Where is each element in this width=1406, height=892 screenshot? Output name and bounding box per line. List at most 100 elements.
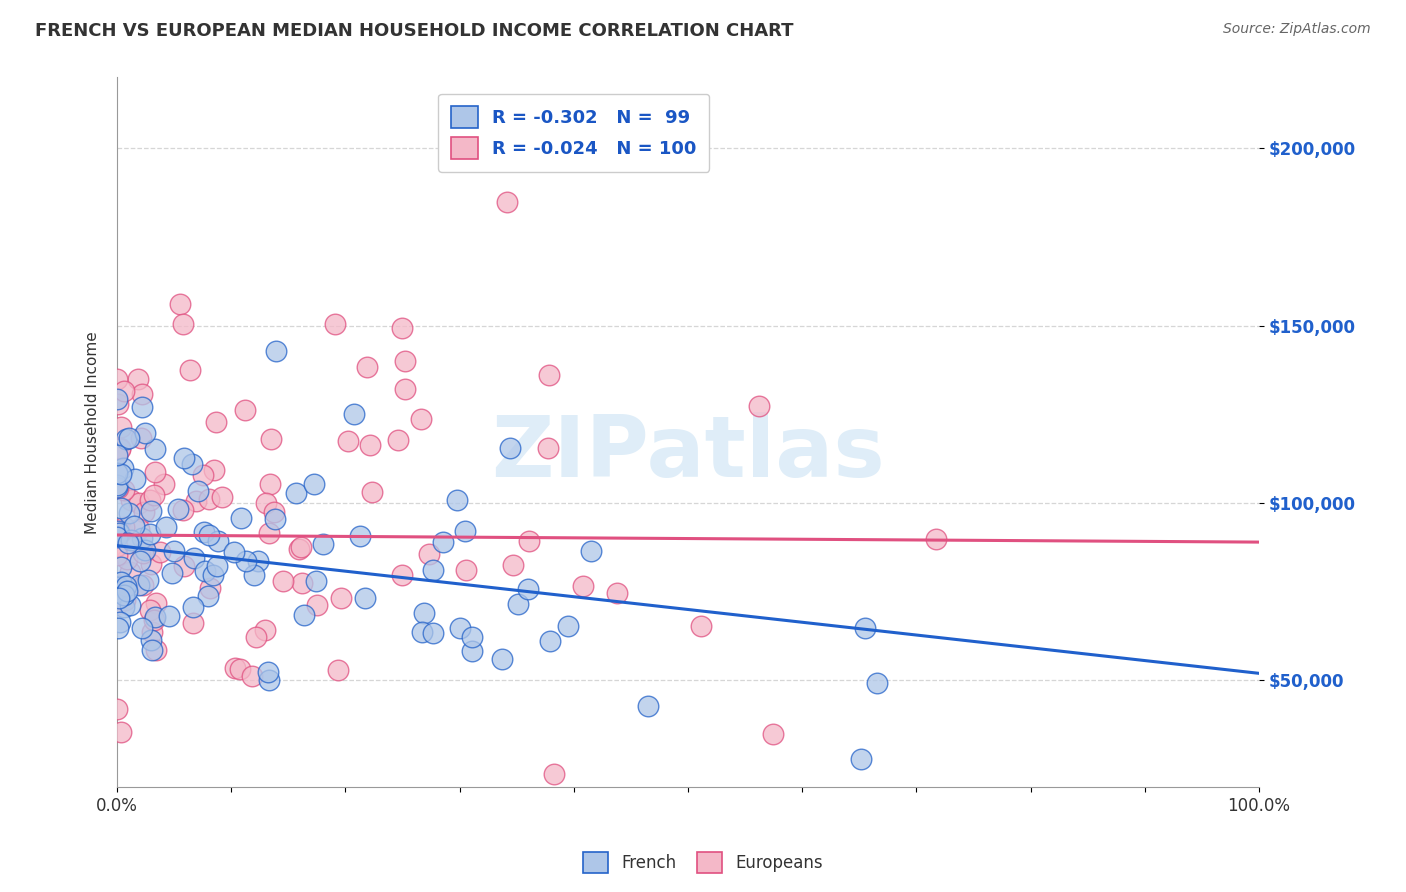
Point: [496, 194, 519, 209]
Point: [162, 566, 184, 580]
Point: [131, 621, 153, 635]
Point: [115, 583, 138, 598]
Point: [112, 520, 135, 534]
Point: [538, 634, 561, 648]
Point: [118, 507, 141, 521]
Point: [849, 751, 872, 765]
Point: [449, 621, 471, 635]
Point: [305, 574, 328, 588]
Point: [132, 505, 155, 519]
Point: [108, 442, 131, 457]
Point: [517, 533, 540, 548]
Point: [637, 698, 659, 713]
Point: [153, 477, 176, 491]
Point: [235, 554, 257, 568]
Point: [198, 582, 221, 596]
Point: [155, 520, 177, 534]
Point: [456, 563, 478, 577]
Point: [141, 557, 163, 571]
Point: [337, 434, 360, 448]
Point: [557, 619, 579, 633]
Point: [197, 589, 219, 603]
Point: [132, 546, 155, 560]
Point: [254, 496, 277, 510]
Point: [454, 524, 477, 538]
Point: [110, 524, 132, 539]
Point: [543, 767, 565, 781]
Point: [143, 488, 166, 502]
Point: [205, 559, 228, 574]
Point: [259, 525, 281, 540]
Point: [105, 702, 128, 716]
Point: [394, 354, 416, 368]
Point: [264, 343, 287, 358]
Point: [360, 485, 382, 500]
Point: [411, 412, 433, 426]
Point: [183, 550, 205, 565]
Point: [302, 477, 325, 491]
Point: [461, 630, 484, 644]
Point: [128, 554, 150, 568]
Point: [343, 408, 366, 422]
Point: [197, 528, 219, 542]
Point: [131, 400, 153, 414]
Text: ZIPatlas: ZIPatlas: [491, 412, 884, 495]
Point: [855, 621, 877, 635]
Point: [312, 537, 335, 551]
Y-axis label: Median Household Income: Median Household Income: [86, 331, 100, 533]
Point: [110, 575, 132, 590]
Point: [285, 486, 308, 500]
Point: [254, 624, 277, 638]
Point: [132, 578, 155, 592]
Point: [193, 524, 215, 539]
Point: [391, 320, 413, 334]
Point: [606, 586, 628, 600]
Point: [114, 592, 136, 607]
Point: [110, 560, 132, 574]
Point: [107, 448, 129, 462]
Point: [105, 585, 128, 599]
Text: Source: ZipAtlas.com: Source: ZipAtlas.com: [1223, 22, 1371, 37]
Point: [131, 531, 153, 545]
Point: [412, 606, 434, 620]
Point: [356, 360, 378, 375]
Point: [211, 490, 233, 504]
Point: [105, 480, 128, 494]
Point: [110, 589, 132, 603]
Point: [256, 665, 278, 679]
Point: [264, 512, 287, 526]
Point: [139, 633, 162, 648]
Point: [108, 591, 131, 605]
Text: FRENCH VS EUROPEAN MEDIAN HOUSEHOLD INCOME CORRELATION CHART: FRENCH VS EUROPEAN MEDIAN HOUSEHOLD INCO…: [35, 22, 793, 40]
Point: [124, 472, 146, 486]
Point: [242, 669, 264, 683]
Point: [198, 491, 221, 506]
Point: [143, 442, 166, 457]
Point: [689, 619, 711, 633]
Point: [127, 372, 149, 386]
Point: [115, 552, 138, 566]
Point: [181, 457, 204, 471]
Point: [108, 526, 131, 541]
Point: [141, 643, 163, 657]
Point: [110, 724, 132, 739]
Point: [105, 530, 128, 544]
Point: [179, 362, 201, 376]
Point: [139, 492, 162, 507]
Point: [112, 461, 135, 475]
Point: [145, 597, 167, 611]
Point: [516, 582, 538, 597]
Point: [422, 625, 444, 640]
Point: [110, 467, 132, 482]
Point: [136, 574, 159, 588]
Point: [537, 368, 560, 383]
Point: [112, 599, 135, 614]
Point: [229, 662, 252, 676]
Point: [257, 673, 280, 687]
Legend: R = -0.302   N =  99, R = -0.024   N = 100: R = -0.302 N = 99, R = -0.024 N = 100: [439, 94, 710, 172]
Point: [288, 541, 311, 556]
Point: [499, 441, 522, 455]
Point: [134, 543, 156, 558]
Point: [183, 616, 205, 631]
Point: [172, 503, 194, 517]
